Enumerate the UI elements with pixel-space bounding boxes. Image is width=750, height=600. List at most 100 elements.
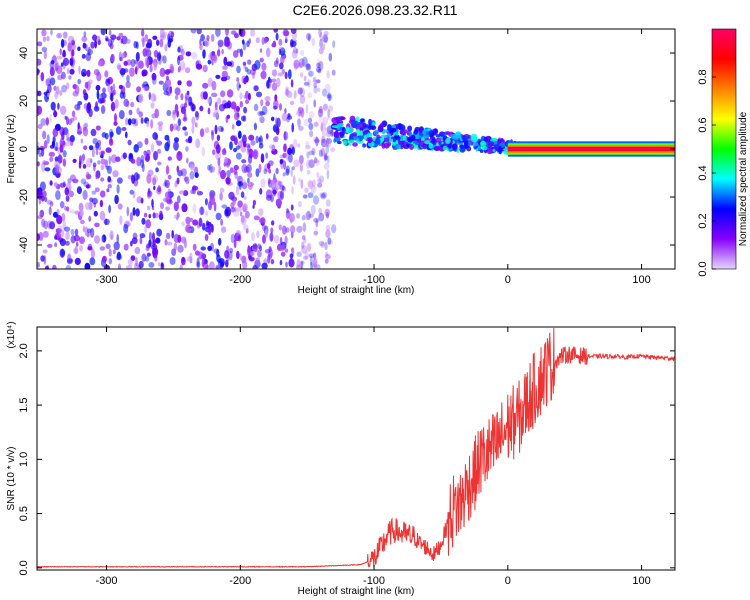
heatmap-noise-cell [305, 63, 311, 71]
heatmap-noise-cell [127, 175, 132, 180]
heatmap-noise-cell [37, 141, 40, 147]
heatmap-noise-cell [211, 223, 214, 233]
heatmap-noise-cell [82, 126, 89, 137]
heatmap-noise-cell [195, 111, 200, 121]
heatmap-noise-cell [288, 153, 293, 163]
heatmap-noise-cell [236, 77, 240, 82]
heatmap-noise-cell [146, 120, 150, 127]
heatmap-noise-cell [269, 232, 274, 242]
heatmap-noise-cell [319, 192, 326, 198]
heatmap-noise-cell [112, 249, 116, 255]
heatmap-noise-cell [55, 86, 60, 95]
heatmap-noise-cell [78, 155, 82, 165]
heatmap-noise-cell [59, 182, 66, 188]
heatmap-noise-cell [255, 135, 259, 144]
heatmap-noise-cell [126, 206, 130, 217]
heatmap-noise-cell [239, 92, 243, 100]
heatmap-noise-cell [270, 116, 275, 122]
heatmap-noise-cell [261, 262, 268, 269]
heatmap-signal-cell [392, 138, 396, 143]
heatmap-signal-cell [380, 134, 388, 138]
heatmap-noise-cell [109, 230, 114, 240]
heatmap-noise-cell [273, 29, 278, 33]
heatmap-noise-cell [52, 264, 57, 269]
colorbar-tick-label: 0.6 [697, 117, 709, 132]
heatmap-noise-cell [155, 237, 161, 244]
heatmap-noise-cell [311, 37, 316, 47]
heatmap-noise-cell [291, 146, 295, 155]
heatmap-noise-cell [67, 42, 72, 52]
heatmap-noise-cell [138, 60, 144, 69]
heatmap-noise-cell [37, 261, 41, 268]
heatmap-signal-cell [452, 135, 459, 140]
heatmap-noise-cell [273, 189, 276, 197]
heatmap-noise-cell [180, 168, 187, 177]
heatmap-noise-cell [252, 199, 256, 206]
heatmap-noise-cell [187, 135, 193, 144]
heatmap-noise-cell [318, 175, 325, 183]
heatmap-noise-cell [160, 202, 164, 210]
heatmap-noise-cell [95, 101, 98, 111]
heatmap-noise-cell [121, 127, 127, 131]
heatmap-noise-cell [325, 144, 330, 155]
heatmap-noise-cell [108, 204, 111, 214]
heatmap-noise-cell [295, 48, 299, 54]
heatmap-noise-cell [215, 151, 222, 161]
heatmap-noise-cell [327, 237, 332, 245]
heatmap-noise-cell [327, 92, 332, 102]
heatmap-noise-cell [173, 242, 178, 251]
heatmap-noise-cell [271, 144, 276, 152]
heatmap-noise-cell [108, 155, 112, 165]
heatmap-noise-cell [205, 127, 210, 134]
heatmap-noise-cell [317, 68, 322, 74]
heatmap-noise-cell [54, 242, 58, 248]
heatmap-noise-cell [94, 235, 100, 244]
heatmap-noise-cell [58, 228, 65, 238]
heatmap-noise-cell [312, 263, 318, 269]
heatmap-noise-cell [87, 243, 93, 250]
heatmap-noise-cell [318, 60, 324, 71]
heatmap-noise-cell [123, 98, 129, 107]
heatmap-noise-cell [200, 34, 205, 42]
heatmap-noise-cell [117, 64, 122, 71]
heatmap-noise-cell [320, 122, 324, 132]
heatmap-noise-cell [264, 96, 271, 102]
y-tick-label: 2.0 [18, 343, 30, 358]
heatmap-noise-cell [138, 93, 144, 104]
heatmap-noise-cell [49, 156, 54, 162]
heatmap-noise-cell [37, 41, 43, 47]
heatmap-noise-cell [300, 260, 304, 269]
x-tick-label: -100 [363, 274, 385, 286]
heatmap-noise-cell [78, 202, 84, 212]
heatmap-noise-cell [75, 242, 79, 247]
heatmap-noise-cell [210, 34, 215, 42]
heatmap-noise-cell [299, 72, 304, 78]
heatmap-noise-cell [174, 103, 179, 113]
heatmap-noise-cell [291, 166, 295, 171]
heatmap-noise-cell [291, 185, 294, 195]
heatmap-noise-cell [74, 228, 79, 236]
heatmap-noise-cell [60, 249, 66, 256]
heatmap-noise-cell [209, 261, 215, 269]
heatmap-noise-cell [163, 90, 169, 96]
heatmap-noise-cell [301, 56, 308, 67]
heatmap-noise-cell [69, 174, 76, 181]
heatmap-noise-cell [167, 241, 173, 246]
heatmap-noise-cell [62, 140, 66, 148]
heatmap-noise-cell [308, 111, 315, 118]
heatmap-noise-cell [152, 177, 157, 186]
heatmap-noise-cell [145, 42, 152, 49]
heatmap-noise-cell [66, 258, 73, 265]
heatmap-noise-cell [321, 135, 326, 144]
heatmap-noise-cell [194, 172, 199, 179]
heatmap-noise-cell [153, 94, 157, 102]
heatmap-noise-cell [311, 179, 316, 188]
heatmap-noise-cell [136, 156, 142, 167]
heatmap-noise-cell [115, 126, 122, 135]
heatmap-noise-cell [210, 166, 216, 173]
heatmap-noise-cell [302, 222, 307, 233]
heatmap-noise-cell [259, 57, 264, 63]
heatmap-noise-cell [47, 92, 50, 98]
heatmap-noise-cell [153, 150, 158, 161]
heatmap-noise-cell [313, 82, 318, 89]
